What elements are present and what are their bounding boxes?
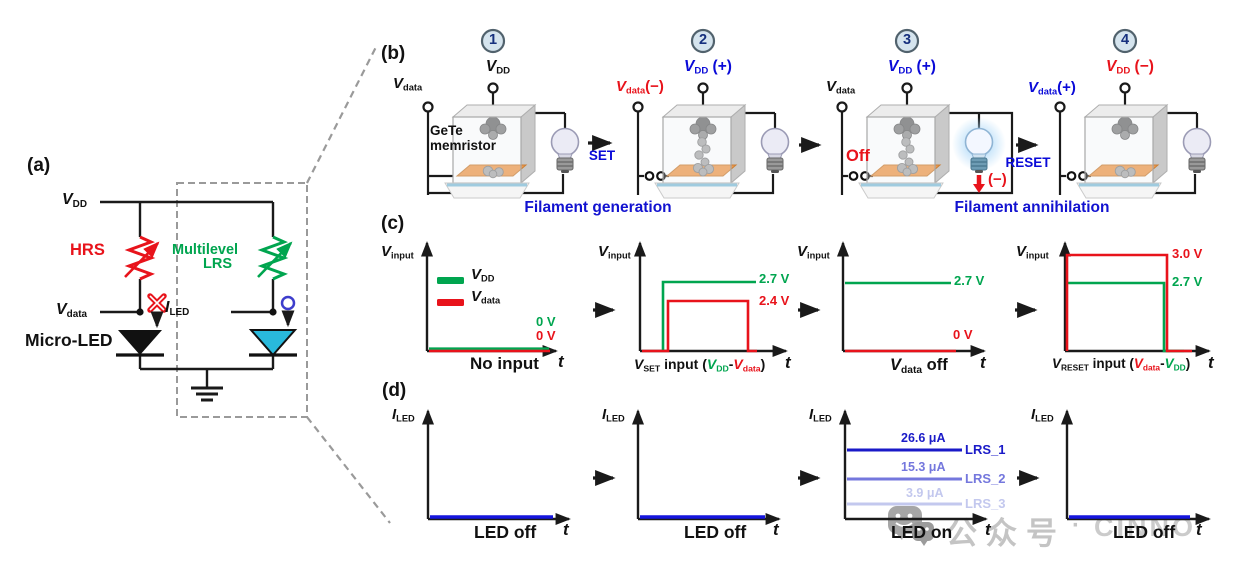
legend-swatch-vdd bbox=[437, 277, 464, 284]
switch-icon bbox=[644, 171, 655, 181]
plot-no-input bbox=[421, 241, 558, 357]
panel-a-circuit bbox=[100, 182, 308, 418]
plot-led-off-1 bbox=[422, 409, 571, 525]
panel-b-arrows bbox=[588, 135, 1039, 153]
legend-swatch-vdata bbox=[437, 299, 464, 306]
micro-led-black-icon bbox=[116, 330, 164, 357]
memristor-stage-4 bbox=[1054, 28, 1212, 199]
memristor-cube bbox=[858, 103, 951, 199]
bulb-off-icon bbox=[550, 127, 580, 173]
bulb-off-icon bbox=[1182, 127, 1212, 173]
memristor-stage-3 bbox=[836, 28, 1014, 199]
bulb-on-icon bbox=[952, 117, 1006, 193]
plot-vdata-off bbox=[837, 241, 986, 357]
bulb-off-icon bbox=[760, 127, 790, 173]
memristor-cube bbox=[1076, 103, 1169, 199]
plot-vset-input bbox=[634, 241, 788, 357]
micro-led-cyan-icon bbox=[248, 329, 298, 357]
current-out-arrow-icon bbox=[973, 184, 985, 193]
plot-led-off-3 bbox=[1061, 409, 1211, 525]
switch-icon bbox=[1066, 171, 1077, 181]
memristor-stage-1 bbox=[422, 28, 580, 199]
panel-d-plots bbox=[422, 409, 1211, 525]
switch-icon bbox=[848, 171, 859, 181]
memristor-stage-2 bbox=[632, 28, 790, 199]
panel-b-stages bbox=[422, 28, 1212, 199]
plot-led-off-2 bbox=[632, 409, 781, 525]
hrs-memristor-icon bbox=[124, 235, 156, 281]
memristor-cube bbox=[654, 103, 747, 199]
stage-number-badge bbox=[690, 28, 716, 54]
current-flow-icon bbox=[280, 295, 296, 311]
dashed-callout-box bbox=[176, 182, 308, 418]
callout-lines bbox=[306, 44, 391, 524]
plot-led-on bbox=[839, 409, 988, 525]
stage-number-badge bbox=[1112, 28, 1138, 54]
stage-number-badge bbox=[894, 28, 920, 54]
lrs-memristor-icon bbox=[257, 235, 289, 281]
plot-vreset-input bbox=[1059, 241, 1211, 357]
no-current-x-icon bbox=[147, 293, 167, 313]
panel-c-plots bbox=[421, 241, 1211, 357]
ground-symbol bbox=[191, 386, 223, 402]
stage-number-badge bbox=[480, 28, 506, 54]
memristor-cube bbox=[444, 103, 537, 199]
